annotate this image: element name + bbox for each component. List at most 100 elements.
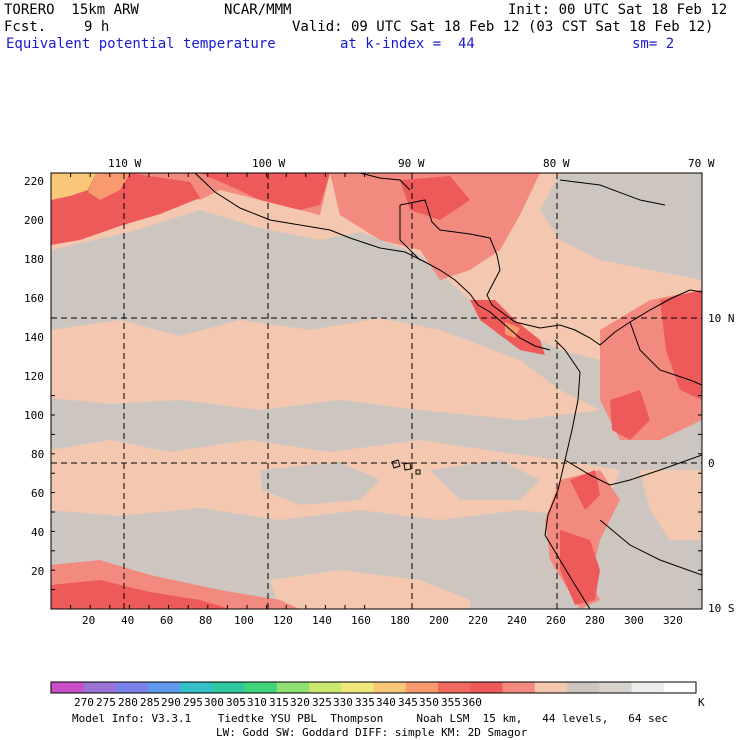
colorbar-label: 315 bbox=[269, 696, 289, 709]
shade-sa-interior-peach bbox=[640, 470, 702, 540]
lon-label-100w: 100 W bbox=[252, 157, 286, 170]
forecast-label: Fcst. bbox=[4, 19, 47, 35]
grid-y-label: 120 bbox=[24, 370, 44, 383]
colorbar bbox=[51, 682, 697, 693]
grid-y-label: 60 bbox=[31, 487, 45, 500]
colorbar-swatch bbox=[631, 682, 665, 693]
model-info-line-1: Model Info: V3.3.1 Tiedtke YSU PBL Thomp… bbox=[72, 712, 669, 725]
grid-x-label: 320 bbox=[663, 614, 683, 627]
valid-time: Valid: 09 UTC Sat 18 Feb 12 (03 CST Sat … bbox=[292, 19, 714, 35]
shade-grey-patch-2 bbox=[430, 460, 540, 500]
coast-cuba-jamaica bbox=[559, 179, 666, 206]
frame-ticks bbox=[50, 173, 702, 610]
colorbar-label: 360 bbox=[462, 696, 482, 709]
coast-sa-north bbox=[559, 289, 702, 346]
lat-label-0: 0 bbox=[708, 457, 715, 470]
init-time: Init: 00 UTC Sat 18 Feb 12 bbox=[508, 2, 728, 18]
coast-central-america bbox=[404, 251, 551, 351]
colorbar-swatch bbox=[276, 682, 310, 693]
colorbar-swatch bbox=[244, 682, 278, 693]
grid-y-label: 40 bbox=[31, 526, 45, 539]
grid-x-label: 60 bbox=[160, 614, 174, 627]
colorbar-label: 295 bbox=[183, 696, 203, 709]
border-peru-colombia bbox=[599, 519, 702, 576]
colorbar-label: 340 bbox=[376, 696, 396, 709]
galapagos-3 bbox=[415, 469, 421, 475]
lon-label-80w: 80 W bbox=[543, 157, 570, 170]
grid-x-label: 160 bbox=[351, 614, 371, 627]
colorbar-swatch bbox=[599, 682, 632, 693]
colorbar-label: 355 bbox=[441, 696, 461, 709]
grid-x-label: 180 bbox=[390, 614, 410, 627]
shade-costa-rica-coral bbox=[505, 322, 520, 338]
galapagos-1 bbox=[391, 459, 401, 469]
shade-south-red bbox=[51, 580, 230, 609]
grid-x-label: 20 bbox=[82, 614, 96, 627]
colorbar-swatch bbox=[147, 682, 181, 693]
colorbar-label: 335 bbox=[355, 696, 375, 709]
field-name: Equivalent potential temperature bbox=[6, 36, 276, 52]
colorbar-label: 290 bbox=[161, 696, 181, 709]
colorbar-swatch bbox=[534, 682, 568, 693]
grid-x-label: 100 bbox=[234, 614, 254, 627]
colorbar-swatch bbox=[373, 682, 407, 693]
shade-nw-red-2 bbox=[200, 173, 330, 210]
grid-y-label: 140 bbox=[24, 331, 44, 344]
colorbar-label: 275 bbox=[96, 696, 116, 709]
colorbar-swatch bbox=[438, 682, 471, 693]
colorbar-label: 310 bbox=[247, 696, 267, 709]
grid-x-label: 120 bbox=[273, 614, 293, 627]
colorbar-swatch bbox=[51, 682, 84, 693]
grid-x-label: 240 bbox=[507, 614, 527, 627]
colorbar-swatch bbox=[502, 682, 536, 693]
grid-x-label: 140 bbox=[312, 614, 332, 627]
colorbar-swatch bbox=[115, 682, 149, 693]
colorbar-label: 300 bbox=[204, 696, 224, 709]
grid-y-label: 220 bbox=[24, 175, 44, 188]
field-shading bbox=[51, 173, 702, 609]
lat-label-10s: 10 S bbox=[708, 602, 735, 615]
coast-caribbean bbox=[399, 199, 561, 329]
shade-central-america-red bbox=[400, 176, 470, 220]
colorbar-frame bbox=[50, 681, 697, 694]
shade-sa-andes-red-2 bbox=[570, 470, 600, 510]
colorbar-swatch bbox=[180, 682, 213, 693]
center-name: NCAR/MMM bbox=[224, 2, 292, 18]
border-guatemala bbox=[399, 205, 421, 261]
grid-y-label: 80 bbox=[31, 448, 45, 461]
grid-y-label: 180 bbox=[24, 253, 44, 266]
colorbar-swatch bbox=[212, 682, 245, 693]
grid-x-label: 220 bbox=[468, 614, 488, 627]
colorbar-swatch bbox=[405, 682, 439, 693]
border-venezuela bbox=[629, 321, 702, 386]
shade-caribbean-grey bbox=[540, 173, 702, 280]
grid-x-label: 280 bbox=[585, 614, 605, 627]
shade-sa-red-mid bbox=[610, 390, 650, 440]
galapagos-2 bbox=[403, 462, 412, 471]
colorbar-label: 280 bbox=[118, 696, 138, 709]
coast-yucatan bbox=[359, 173, 411, 191]
colorbar-swatch bbox=[83, 682, 116, 693]
lon-label-110w: 110 W bbox=[108, 157, 142, 170]
colorbar-label: 285 bbox=[140, 696, 160, 709]
grid-x-label: 260 bbox=[546, 614, 566, 627]
lat-label-10n: 10 N bbox=[708, 312, 735, 325]
shade-peach-band-1 bbox=[51, 318, 600, 420]
grid-x-label: 300 bbox=[624, 614, 644, 627]
shade-grey-patch-1 bbox=[260, 462, 380, 505]
grid-x-label: 200 bbox=[429, 614, 449, 627]
colorbar-label: 320 bbox=[290, 696, 310, 709]
colorbar-swatch bbox=[309, 682, 342, 693]
colorbar-label: 270 bbox=[74, 696, 94, 709]
model-name: TORERO 15km ARW bbox=[4, 2, 139, 18]
coast-mexico bbox=[194, 173, 406, 253]
coast-sa-pacific bbox=[544, 339, 591, 609]
plot-frame bbox=[50, 172, 703, 610]
colorbar-swatch bbox=[663, 682, 697, 693]
lon-label-90w: 90 W bbox=[398, 157, 425, 170]
model-info-line-2: LW: Godd SW: Goddard DIFF: simple KM: 2D… bbox=[216, 726, 528, 739]
colorbar-swatch bbox=[567, 682, 600, 693]
colorbar-label: 330 bbox=[333, 696, 353, 709]
colorbar-swatch bbox=[470, 682, 503, 693]
